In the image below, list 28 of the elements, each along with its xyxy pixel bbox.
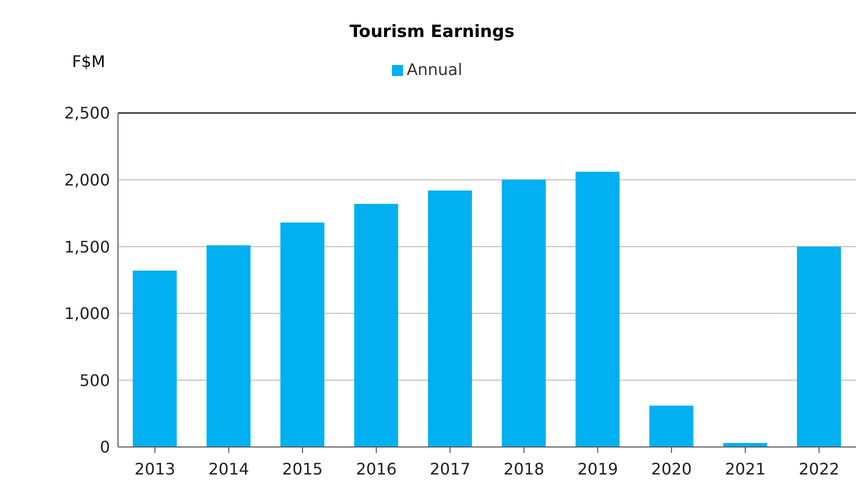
bar (428, 190, 472, 447)
bar (502, 180, 546, 447)
bar (280, 222, 324, 447)
bar (132, 270, 177, 447)
x-tick-label: 2019 (577, 459, 618, 478)
x-tick-label: 2021 (724, 459, 766, 478)
x-tick-label: 2017 (430, 459, 470, 478)
x-tick-label: 2022 (798, 459, 840, 478)
bar (576, 172, 620, 447)
x-tick-label: 2015 (282, 459, 323, 478)
chart-title: Tourism Earnings (348, 22, 516, 42)
bar (649, 406, 694, 447)
x-tick-label: 2020 (651, 459, 692, 478)
bar (206, 245, 251, 447)
x-tick-label: 2016 (356, 459, 397, 478)
bar (796, 246, 841, 447)
x-tick-label: 2018 (504, 459, 544, 478)
x-tick-label: 2013 (134, 459, 176, 478)
y-tick-label: 500 (79, 370, 110, 390)
y-tick-label: 1,500 (64, 237, 110, 256)
bar (354, 204, 398, 447)
y-tick-label: 1,000 (64, 304, 110, 324)
x-tick-label: 2014 (208, 459, 250, 478)
legend-label: Annual (406, 60, 462, 79)
y-tick-label: 2,500 (64, 104, 110, 123)
y-tick-label: 2,000 (64, 170, 110, 190)
y-axis-title: F$M (72, 52, 106, 71)
y-tick-label: 0 (100, 438, 110, 457)
